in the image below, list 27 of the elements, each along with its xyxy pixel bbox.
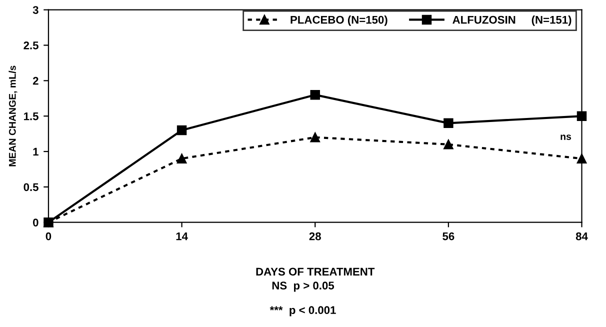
point: [444, 118, 454, 128]
x-tick-label: 56: [442, 232, 454, 240]
y-tick-label: 2.5: [24, 42, 38, 50]
text: NS p > 0.05: [272, 282, 334, 292]
x-tick-label: 0: [46, 232, 52, 240]
x-axis-title: DAYS OF TREATMENT: [256, 268, 375, 276]
point: [444, 140, 454, 150]
y-tick-label: 3: [32, 6, 38, 14]
point: [176, 154, 187, 164]
legend-label: PLACEBO (N=150): [290, 16, 388, 26]
x-tick-label: 14: [176, 232, 188, 240]
y-tick-label: 0.5: [24, 183, 38, 192]
y-tick-label: 2: [32, 76, 38, 85]
legend-label: ALFUZOSIN (N=151): [452, 16, 572, 26]
annotation: ns: [560, 134, 572, 140]
y-axis-title: MEAN CHANGE, mL/s: [8, 66, 18, 166]
y-tick-label: 0: [33, 218, 38, 226]
point: [310, 90, 320, 100]
y-tick-label: 1: [33, 148, 38, 156]
point: [576, 154, 587, 164]
point: [310, 132, 320, 142]
text: *** p < 0.001: [270, 306, 336, 316]
y-tick-label: 1.5: [24, 112, 38, 120]
point: [176, 125, 187, 136]
x-tick-label: 28: [309, 232, 321, 240]
point: [576, 111, 587, 121]
x-tick-label: 84: [576, 232, 588, 240]
